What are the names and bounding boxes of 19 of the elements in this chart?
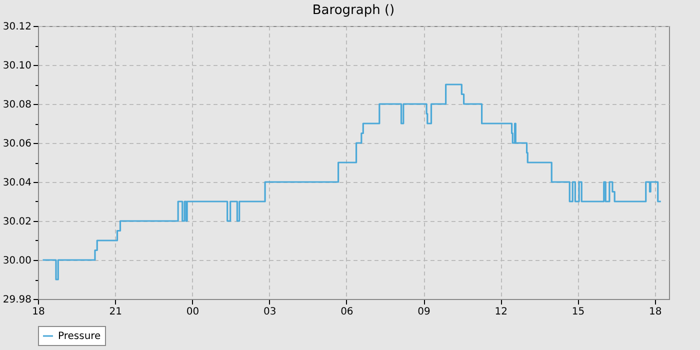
chart-title: Barograph () bbox=[312, 3, 395, 18]
x-tick-label: 18 bbox=[648, 306, 662, 318]
y-tick-label: 29.98 bbox=[2, 294, 32, 306]
x-tick-label: 03 bbox=[263, 306, 276, 318]
x-tick-label: 15 bbox=[572, 306, 585, 318]
y-tick-label: 30.12 bbox=[2, 22, 32, 32]
y-tick-label: 30.04 bbox=[2, 178, 32, 188]
x-tick-label: 21 bbox=[109, 306, 122, 318]
y-tick-label: 30.02 bbox=[2, 216, 32, 228]
y-tick-label: 30.06 bbox=[2, 138, 32, 150]
x-tick-label: 18 bbox=[32, 306, 45, 318]
legend-label: Pressure bbox=[58, 331, 101, 342]
x-tick-label: 06 bbox=[340, 306, 354, 318]
y-tick-label: 30.00 bbox=[2, 256, 32, 266]
x-tick-label: 09 bbox=[418, 306, 430, 318]
x-tick-label: 00 bbox=[186, 306, 200, 318]
y-tick-label: 30.10 bbox=[2, 60, 32, 72]
y-tick-label: 30.08 bbox=[2, 100, 32, 110]
x-tick-label: 12 bbox=[494, 306, 508, 318]
